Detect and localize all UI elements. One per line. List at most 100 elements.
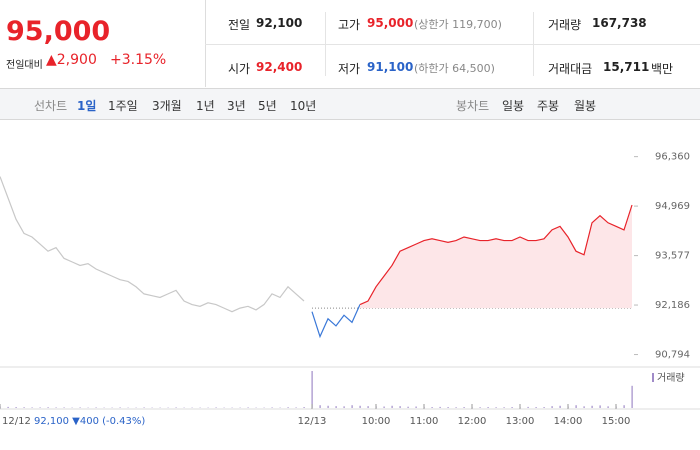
period-tab[interactable]: 1일 bbox=[77, 99, 97, 113]
y-tick-label: 92,186 bbox=[655, 300, 690, 311]
change-label: 전일대비 bbox=[6, 60, 43, 71]
period-tab[interactable]: 1주일 bbox=[108, 99, 138, 113]
volume-bar bbox=[591, 405, 593, 408]
stat-label: 거래량 bbox=[548, 18, 582, 32]
volume-bar bbox=[175, 407, 177, 408]
volume-bar bbox=[479, 407, 481, 408]
volume-bar bbox=[495, 407, 497, 408]
candle-tab[interactable]: 일봉 bbox=[502, 99, 525, 113]
x-tick-label: 15:00 bbox=[602, 416, 631, 427]
price-line bbox=[0, 176, 305, 313]
volume-bar bbox=[335, 406, 337, 408]
volume-bar bbox=[0, 406, 1, 408]
volume-bar bbox=[455, 407, 457, 408]
tab-group-label: 봉차트 bbox=[456, 99, 490, 113]
stat-note: (하한가 64,500) bbox=[414, 62, 495, 75]
volume-bar bbox=[359, 405, 361, 408]
volume-bar bbox=[415, 406, 417, 408]
volume-bar bbox=[247, 407, 249, 408]
volume-bar bbox=[575, 405, 577, 408]
volume-bar bbox=[439, 406, 441, 408]
volume-bar bbox=[559, 405, 561, 408]
volume-bar bbox=[15, 407, 17, 408]
period-tab[interactable]: 10년 bbox=[290, 99, 317, 113]
price-line bbox=[311, 304, 361, 339]
volume-bar bbox=[375, 406, 377, 408]
volume-bar bbox=[383, 406, 385, 408]
volume-bar bbox=[351, 405, 353, 408]
price: 95,000 bbox=[6, 16, 111, 47]
volume-bar bbox=[47, 407, 49, 408]
x-tick-label: 12:00 bbox=[458, 416, 487, 427]
volume-bar bbox=[399, 406, 401, 408]
y-tick-label: 96,360 bbox=[655, 152, 690, 163]
volume-bar bbox=[31, 407, 33, 408]
x-tick-label: 13:00 bbox=[506, 416, 535, 427]
volume-bar bbox=[119, 407, 121, 408]
x-tick-label: 12/13 bbox=[298, 416, 327, 427]
x-tick-label: 10:00 bbox=[362, 416, 391, 427]
price-box: 95,000 전일대비 ▲2,900 +3.15% bbox=[0, 0, 206, 87]
stat-label: 저가 bbox=[338, 62, 361, 76]
x-tick-label: 11:00 bbox=[410, 416, 439, 427]
y-tick-label: 93,577 bbox=[655, 251, 690, 262]
volume-bar bbox=[551, 406, 553, 408]
stat-value: 167,738 bbox=[592, 16, 647, 30]
period-tab[interactable]: 1년 bbox=[196, 99, 215, 113]
volume-bar bbox=[519, 407, 521, 408]
stat-value: 15,711 bbox=[603, 60, 650, 74]
volume-bar bbox=[7, 406, 9, 408]
stat-value: 92,100 bbox=[256, 16, 303, 30]
stat-note: (상한가 119,700) bbox=[414, 18, 502, 31]
volume-bar bbox=[63, 407, 65, 408]
volume-bar bbox=[599, 405, 601, 408]
stat-value: 95,000 bbox=[367, 16, 414, 30]
stat-unit: 백만 bbox=[651, 62, 674, 76]
stat-label: 고가 bbox=[338, 18, 361, 32]
change: ▲2,900 bbox=[46, 52, 97, 68]
candle-tab[interactable]: 월봉 bbox=[574, 99, 597, 113]
volume-bar bbox=[463, 407, 465, 408]
period-tab[interactable]: 3년 bbox=[227, 99, 246, 113]
price-line bbox=[359, 204, 633, 306]
stat-value: 92,400 bbox=[256, 60, 303, 74]
volume-bar bbox=[143, 407, 145, 408]
x-tick-label: 14:00 bbox=[554, 416, 583, 427]
divider bbox=[325, 12, 326, 76]
volume-bar bbox=[343, 406, 345, 408]
volume-bar bbox=[543, 407, 545, 408]
stat-label: 거래대금 bbox=[548, 62, 593, 76]
volume-bar bbox=[215, 407, 217, 408]
volume-bar bbox=[567, 406, 569, 408]
candle-tab[interactable]: 주봉 bbox=[537, 99, 560, 113]
volume-bar bbox=[327, 405, 329, 408]
volume-bar bbox=[535, 407, 537, 408]
volume-bar bbox=[631, 385, 633, 408]
divider bbox=[205, 44, 700, 45]
volume-bar bbox=[271, 407, 273, 408]
y-tick-label: 90,794 bbox=[655, 350, 690, 361]
volume-bar bbox=[319, 405, 321, 408]
y-tick-label: 94,969 bbox=[655, 201, 690, 212]
volume-bar bbox=[55, 407, 57, 408]
volume-bar bbox=[503, 407, 505, 408]
volume-bar bbox=[79, 407, 81, 408]
volume-bar bbox=[447, 407, 449, 408]
volume-bar bbox=[39, 407, 41, 408]
volume-bar bbox=[23, 407, 25, 408]
volume-bar bbox=[471, 407, 473, 408]
volume-bar bbox=[487, 407, 489, 408]
volume-bar bbox=[431, 407, 433, 408]
volume-bar bbox=[407, 406, 409, 408]
volume-bar bbox=[615, 406, 617, 408]
x-tick-label: 12/12 bbox=[2, 416, 31, 427]
prev-day-label: 92,100 ▼400 (-0.43%) bbox=[34, 416, 145, 427]
volume-bar bbox=[303, 407, 305, 408]
volume-bar bbox=[527, 406, 529, 408]
volume-bar bbox=[367, 406, 369, 408]
period-tab[interactable]: 3개월 bbox=[152, 99, 182, 113]
period-tab[interactable]: 5년 bbox=[258, 99, 277, 113]
area bbox=[360, 205, 632, 309]
volume-bar bbox=[311, 371, 313, 408]
